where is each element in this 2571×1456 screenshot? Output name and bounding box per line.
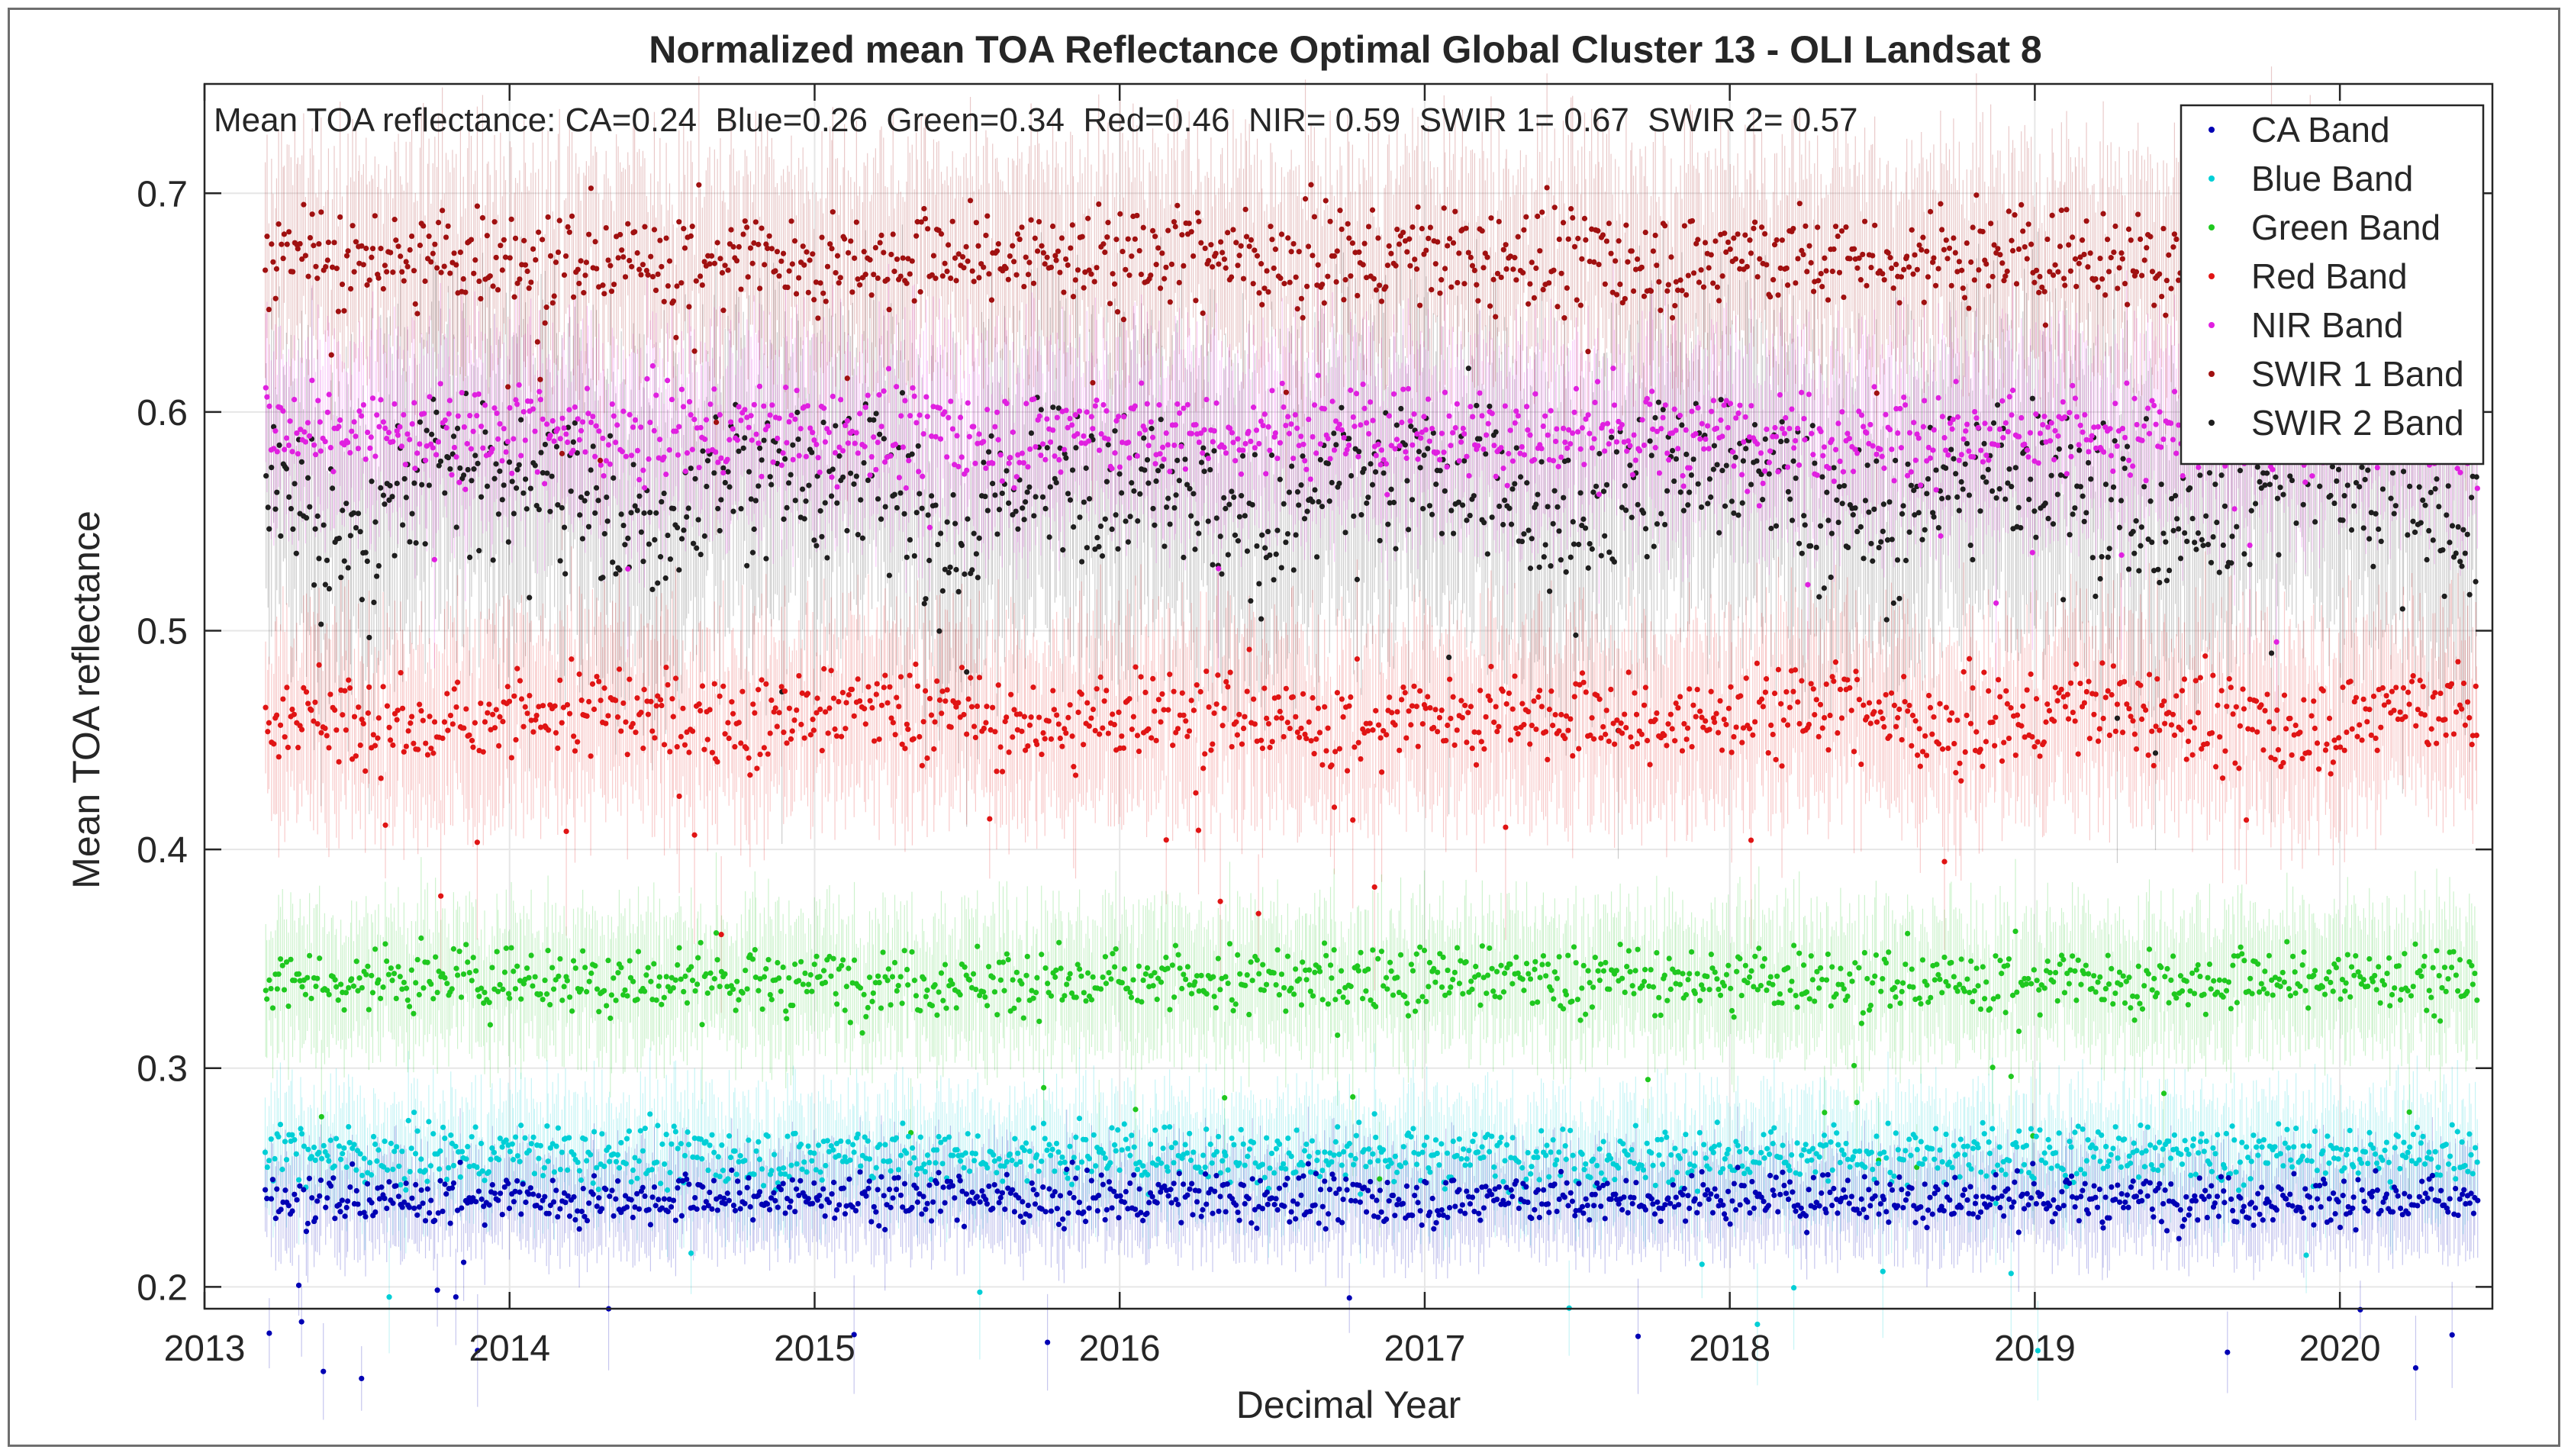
chart-title: Normalized mean TOA Reflectance Optimal …	[649, 28, 2041, 71]
grid	[204, 84, 2492, 1309]
